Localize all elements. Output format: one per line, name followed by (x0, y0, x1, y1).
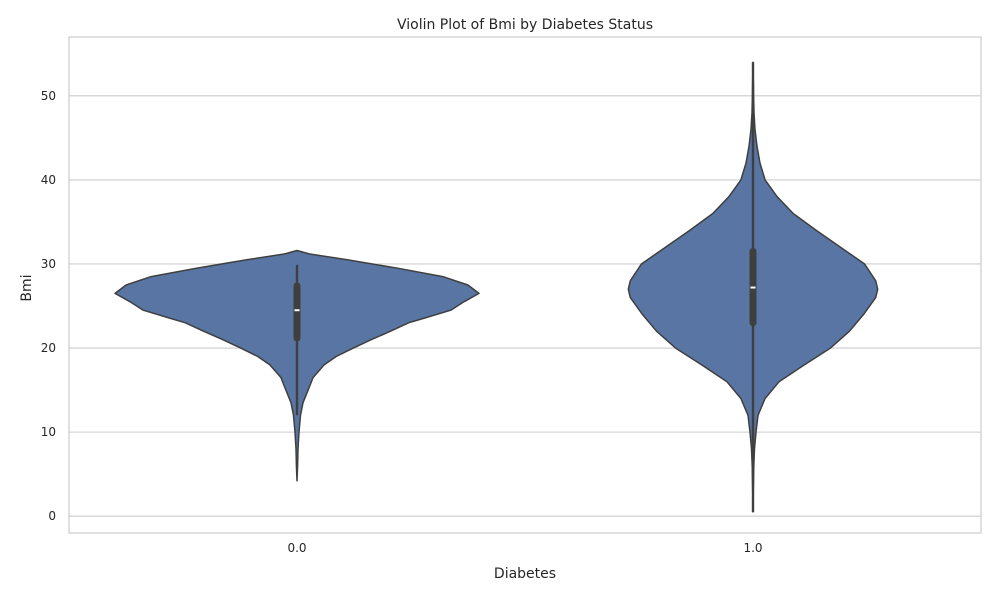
y-tick-label: 0 (48, 509, 56, 523)
chart-title: Violin Plot of Bmi by Diabetes Status (397, 17, 653, 33)
y-tick-label: 20 (41, 341, 56, 355)
x-tick-label: 0.0 (287, 541, 306, 555)
y-tick-label: 30 (41, 257, 56, 271)
x-axis-ticks: 0.0 1.0 (287, 541, 762, 555)
y-tick-label: 10 (41, 425, 56, 439)
y-tick-label: 50 (41, 89, 56, 103)
y-axis-ticks: 0 10 20 30 40 50 (41, 89, 56, 523)
y-tick-label: 40 (41, 173, 56, 187)
plot-frame (68, 36, 982, 534)
violins (114, 61, 879, 513)
y-axis-label: Bmi (19, 274, 35, 301)
x-axis-label: Diabetes (494, 566, 556, 582)
x-tick-label: 1.0 (743, 541, 762, 555)
